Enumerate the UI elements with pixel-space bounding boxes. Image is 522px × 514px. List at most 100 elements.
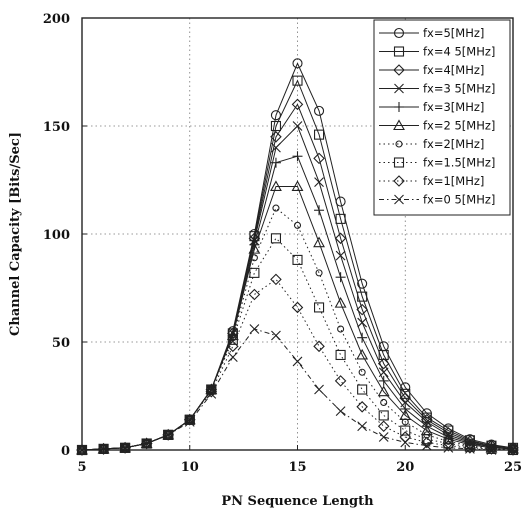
data-point <box>270 131 282 143</box>
legend-marker <box>395 140 403 148</box>
legend-entry: fx=3[MHz] <box>379 100 484 114</box>
data-point <box>119 442 131 454</box>
x-axis-label: PN Sequence Length <box>221 494 374 509</box>
data-point <box>292 356 303 367</box>
data-point <box>421 436 433 449</box>
data-point <box>356 303 368 316</box>
data-point <box>314 205 325 216</box>
legend-entry: fx=0 5[MHz] <box>379 193 495 207</box>
data-point <box>335 213 346 224</box>
legend-label: fx=3[MHz] <box>423 100 484 114</box>
data-point <box>248 288 261 301</box>
legend-marker <box>394 194 404 205</box>
data-point <box>334 375 347 387</box>
data-point <box>291 180 304 192</box>
legend-marker <box>393 27 405 39</box>
data-point <box>400 425 411 436</box>
data-point <box>357 332 368 343</box>
x-tick-label: 10 <box>181 460 199 475</box>
x-tick-label: 20 <box>396 460 414 475</box>
y-axis-label: Channel Capacity [Bits/Sec] <box>8 132 23 336</box>
data-point <box>378 375 389 386</box>
data-point <box>313 105 325 116</box>
data-point <box>315 269 323 277</box>
series-line <box>81 278 514 451</box>
data-point <box>186 416 194 424</box>
legend-marker <box>393 119 405 131</box>
legend: fx=5[MHz] fx=4 5[MHz] fx=4[MHz] fx=3 5[MHz]… <box>373 19 511 216</box>
data-point <box>337 325 345 333</box>
legend-label: fx=2[MHz] <box>423 137 484 151</box>
data-point <box>377 385 390 397</box>
data-point <box>206 388 217 399</box>
data-point <box>443 442 454 453</box>
data-point <box>444 437 452 445</box>
y-tick-label: 200 <box>43 12 70 27</box>
data-point <box>378 410 389 421</box>
data-point <box>141 438 152 449</box>
legend-marker <box>394 102 404 112</box>
data-point <box>140 437 153 450</box>
data-point <box>249 267 260 278</box>
data-point <box>272 204 280 212</box>
legend-marker <box>393 64 405 76</box>
data-point <box>292 75 303 86</box>
data-point <box>227 352 238 363</box>
legend-label: fx=3 5[MHz] <box>423 82 495 96</box>
legend-entry: fx=4 5[MHz] <box>379 45 495 59</box>
data-point <box>357 291 368 302</box>
tick-labels: 5 10 15 20 25 0 50 100 150 200 <box>43 12 522 475</box>
data-point <box>271 142 281 153</box>
legend-marker <box>393 157 405 168</box>
data-point <box>421 440 432 451</box>
data-point <box>270 110 282 121</box>
data-point <box>250 254 258 262</box>
data-point <box>313 129 325 140</box>
data-point <box>335 406 346 417</box>
data-point <box>335 349 346 361</box>
data-point <box>357 317 368 328</box>
data-point <box>291 301 304 314</box>
data-point <box>270 273 282 286</box>
y-tick-label: 50 <box>52 336 70 351</box>
series-10 <box>77 324 518 455</box>
data-point <box>313 302 325 313</box>
data-point <box>356 401 368 413</box>
data-point <box>293 221 302 229</box>
legend-label: fx=4[MHz] <box>423 63 484 77</box>
data-point <box>334 232 347 245</box>
legend-entry: fx=3 5[MHz] <box>379 82 495 96</box>
data-point <box>248 242 261 254</box>
y-tick-label: 100 <box>43 228 70 243</box>
data-point <box>357 278 368 289</box>
legend-label: fx=1[MHz] <box>423 174 484 188</box>
data-point <box>270 233 282 244</box>
data-point <box>401 418 409 426</box>
data-point <box>400 382 411 393</box>
data-point <box>249 324 260 334</box>
data-point <box>270 120 282 132</box>
data-point <box>335 250 346 261</box>
data-point <box>270 157 281 168</box>
data-point <box>507 444 519 456</box>
data-point <box>357 421 368 432</box>
data-point <box>358 368 366 376</box>
data-point <box>357 384 368 395</box>
data-point <box>377 420 390 433</box>
data-point <box>378 349 389 361</box>
data-point <box>377 357 390 370</box>
data-point <box>292 151 303 162</box>
data-point <box>335 272 346 283</box>
legend-marker <box>393 46 405 57</box>
data-point <box>163 429 174 440</box>
legend-entry: fx=2 5[MHz] <box>379 119 495 133</box>
data-point <box>227 334 238 345</box>
legend-entry: fx=2[MHz] <box>379 137 484 151</box>
data-point <box>292 254 303 265</box>
legend-label: fx=5[MHz] <box>423 26 484 40</box>
data-point <box>291 98 304 111</box>
y-tick-label: 150 <box>43 120 70 135</box>
data-point <box>98 444 109 454</box>
x-tick-label: 5 <box>77 460 86 475</box>
